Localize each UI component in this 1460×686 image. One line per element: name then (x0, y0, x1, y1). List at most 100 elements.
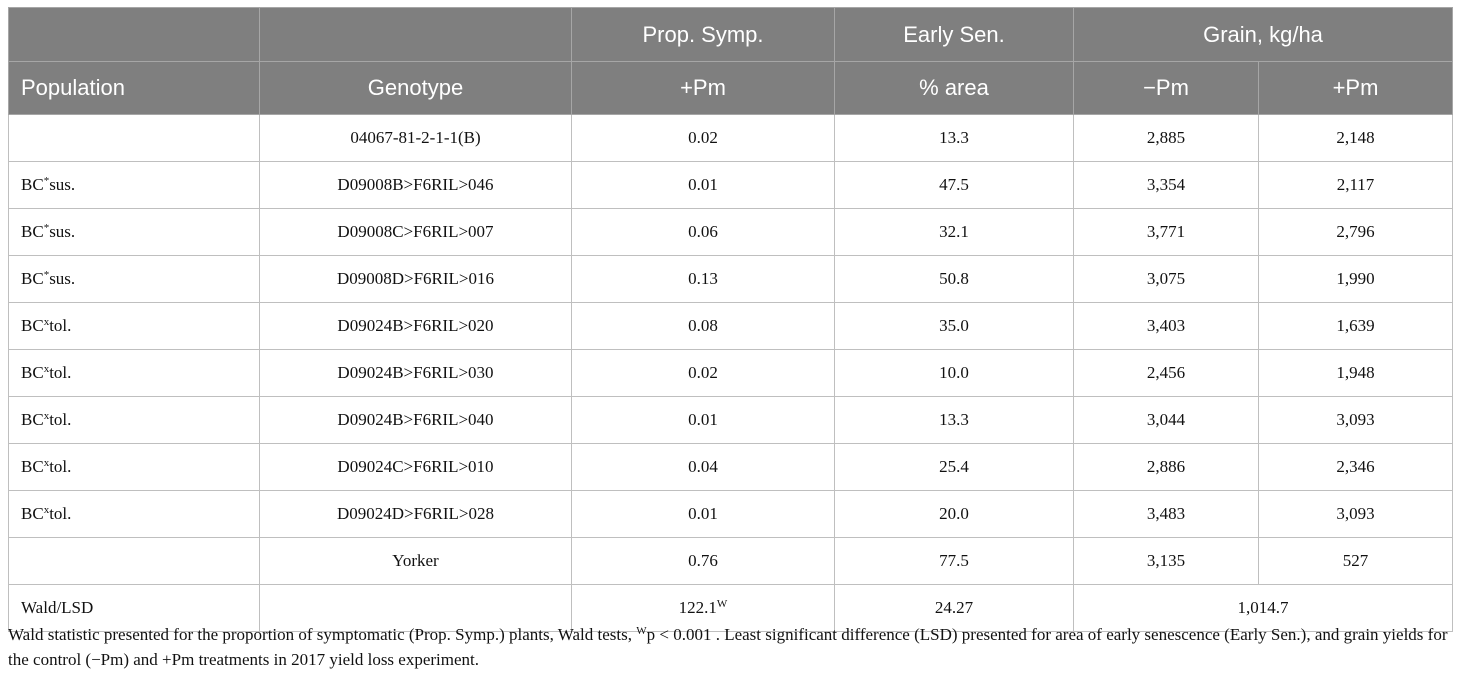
wald-prop-sup: W (716, 598, 728, 610)
population-suffix: tol. (49, 457, 72, 476)
cell-population: BCxtol. (8, 490, 260, 538)
cell-prop-symp: 0.76 (571, 537, 835, 585)
table-footnote: Wald statistic presented for the proport… (8, 622, 1452, 672)
cell-early-sen: 25.4 (834, 443, 1074, 491)
cell-prop-symp: 0.06 (571, 208, 835, 256)
cell-early-sen: 32.1 (834, 208, 1074, 256)
cell-grain-minus: 3,483 (1073, 490, 1259, 538)
population-suffix: tol. (49, 363, 72, 382)
population-superscript: x (43, 316, 50, 328)
cell-grain-plus: 1,990 (1258, 255, 1453, 303)
cell-grain-minus: 3,771 (1073, 208, 1259, 256)
cell-population: BCxtol. (8, 349, 260, 397)
cell-grain-plus: 1,639 (1258, 302, 1453, 350)
cell-grain-minus: 3,354 (1073, 161, 1259, 209)
population-prefix: BC (21, 269, 44, 288)
wald-lsd-row: Wald/LSD 122.1W 24.27 1,014.7 (8, 584, 1453, 632)
header-empty-genotype (259, 7, 572, 62)
table-row: BCxtol. D09024D>F6RIL>028 0.01 20.0 3,483 3,0… (8, 490, 1453, 538)
header-genotype: Genotype (259, 61, 572, 115)
cell-prop-symp: 0.04 (571, 443, 835, 491)
cell-prop-symp: 0.01 (571, 490, 835, 538)
cell-lsd-grain: 1,014.7 (1073, 584, 1453, 632)
table-row: BC*sus. D09008B>F6RIL>046 0.01 47.5 3,354 2,1… (8, 161, 1453, 209)
cell-genotype: 04067-81-2-1-1(B) (259, 114, 572, 162)
population-superscript: x (43, 363, 50, 375)
population-prefix: BC (21, 457, 44, 476)
cell-genotype: D09024B>F6RIL>040 (259, 396, 572, 444)
cell-prop-symp: 0.01 (571, 396, 835, 444)
cell-early-sen: 10.0 (834, 349, 1074, 397)
header-empty-population (8, 7, 260, 62)
cell-lsd-sen: 24.27 (834, 584, 1074, 632)
cell-grain-plus: 2,346 (1258, 443, 1453, 491)
header-grain-plus: +Pm (1258, 61, 1453, 115)
cell-grain-plus: 3,093 (1258, 396, 1453, 444)
cell-prop-symp: 0.02 (571, 349, 835, 397)
header-prop-symp-sub: +Pm (571, 61, 835, 115)
cell-grain-minus: 3,075 (1073, 255, 1259, 303)
table-row: BCxtol. D09024B>F6RIL>040 0.01 13.3 3,044 3,0… (8, 396, 1453, 444)
table-body: 04067-81-2-1-1(B) 0.02 13.3 2,885 2,148 BC*su… (8, 114, 1453, 632)
wald-prop-value: 122.1 (678, 598, 717, 617)
population-superscript: x (43, 504, 50, 516)
population-superscript: * (43, 222, 50, 234)
cell-grain-minus: 3,044 (1073, 396, 1259, 444)
cell-prop-symp: 0.01 (571, 161, 835, 209)
cell-grain-minus: 2,886 (1073, 443, 1259, 491)
cell-early-sen: 20.0 (834, 490, 1074, 538)
cell-early-sen: 77.5 (834, 537, 1074, 585)
cell-grain-plus: 3,093 (1258, 490, 1453, 538)
cell-genotype: D09024B>F6RIL>020 (259, 302, 572, 350)
cell-genotype: D09024C>F6RIL>010 (259, 443, 572, 491)
cell-grain-minus: 2,456 (1073, 349, 1259, 397)
footnote-part2: p < 0.001 . Least significant difference… (8, 625, 1448, 669)
population-suffix: tol. (49, 410, 72, 429)
table-row: Yorker 0.76 77.5 3,135 527 (8, 537, 1453, 585)
table-row: 04067-81-2-1-1(B) 0.02 13.3 2,885 2,148 (8, 114, 1453, 162)
cell-wald-empty (259, 584, 572, 632)
cell-grain-plus: 2,796 (1258, 208, 1453, 256)
cell-prop-symp: 0.02 (571, 114, 835, 162)
header-row-1: Prop. Symp. Early Sen. Grain, kg/ha (8, 7, 1453, 62)
population-superscript: x (43, 457, 50, 469)
cell-early-sen: 50.8 (834, 255, 1074, 303)
footnote-part1: Wald statistic presented for the proport… (8, 625, 637, 644)
header-row-2: Population Genotype +Pm % area −Pm +Pm (8, 61, 1453, 115)
cell-genotype: D09008B>F6RIL>046 (259, 161, 572, 209)
table-row: BCxtol. D09024C>F6RIL>010 0.04 25.4 2,886 2,3… (8, 443, 1453, 491)
population-suffix: tol. (49, 316, 72, 335)
cell-population: BC*sus. (8, 255, 260, 303)
population-prefix: BC (21, 363, 44, 382)
population-suffix: tol. (49, 504, 72, 523)
cell-early-sen: 35.0 (834, 302, 1074, 350)
table-row: BC*sus. D09008D>F6RIL>016 0.13 50.8 3,075 1,9… (8, 255, 1453, 303)
cell-population: BCxtol. (8, 302, 260, 350)
header-prop-symp: Prop. Symp. (571, 7, 835, 62)
cell-population: BC*sus. (8, 161, 260, 209)
cell-wald-label: Wald/LSD (8, 584, 260, 632)
cell-grain-minus: 2,885 (1073, 114, 1259, 162)
table-container: Prop. Symp. Early Sen. Grain, kg/ha Popu… (8, 7, 1453, 632)
table-row: BCxtol. D09024B>F6RIL>020 0.08 35.0 3,403 1,6… (8, 302, 1453, 350)
cell-population: BC*sus. (8, 208, 260, 256)
cell-population: BCxtol. (8, 396, 260, 444)
population-suffix: sus. (49, 222, 76, 241)
population-prefix: BC (21, 175, 44, 194)
header-early-sen: Early Sen. (834, 7, 1074, 62)
population-prefix: BC (21, 504, 44, 523)
cell-prop-symp: 0.08 (571, 302, 835, 350)
table-row: BCxtol. D09024B>F6RIL>030 0.02 10.0 2,456 1,9… (8, 349, 1453, 397)
footnote-sup: W (636, 625, 647, 637)
cell-genotype: Yorker (259, 537, 572, 585)
cell-population: BCxtol. (8, 443, 260, 491)
cell-early-sen: 13.3 (834, 114, 1074, 162)
population-superscript: * (43, 269, 50, 281)
results-table: Prop. Symp. Early Sen. Grain, kg/ha Popu… (8, 7, 1453, 632)
population-prefix: BC (21, 222, 44, 241)
cell-genotype: D09024D>F6RIL>028 (259, 490, 572, 538)
table-row: BC*sus. D09008C>F6RIL>007 0.06 32.1 3,771 2,7… (8, 208, 1453, 256)
cell-grain-minus: 3,135 (1073, 537, 1259, 585)
population-superscript: * (43, 175, 50, 187)
cell-grain-plus: 2,148 (1258, 114, 1453, 162)
